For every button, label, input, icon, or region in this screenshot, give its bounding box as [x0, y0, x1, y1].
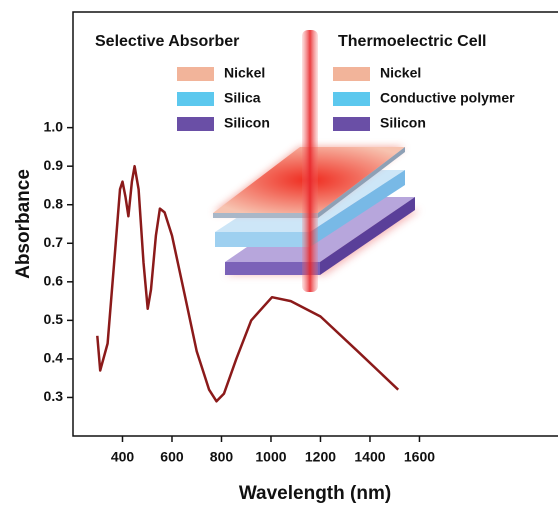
legend-label: Nickel	[380, 65, 421, 81]
legend-swatch	[333, 117, 370, 131]
y-tick-label: 0.5	[44, 311, 64, 327]
y-tick-label: 0.9	[44, 157, 64, 173]
legend-label: Conductive polymer	[380, 90, 515, 106]
legend-swatch	[177, 117, 214, 131]
inset-illustration	[213, 30, 420, 292]
data-line	[96, 164, 400, 403]
y-axis-title: Absorbance	[13, 169, 34, 279]
inset-title: Selective Absorber	[95, 33, 239, 50]
x-tick-label: 800	[210, 449, 234, 465]
inset-title: Thermoelectric Cell	[338, 33, 487, 50]
legend-swatch	[333, 92, 370, 106]
y-tick-label: 1.0	[44, 118, 64, 134]
y-tick-label: 0.6	[44, 273, 64, 289]
x-tick-label: 1400	[354, 449, 385, 465]
x-tick-label: 600	[160, 449, 184, 465]
legend-swatch	[333, 67, 370, 81]
x-tick-label: 1000	[255, 449, 286, 465]
legend-swatch	[177, 92, 214, 106]
y-tick-label: 0.8	[44, 195, 64, 211]
x-tick-label: 1200	[305, 449, 336, 465]
x-axis-title: Wavelength (nm)	[239, 483, 391, 504]
plot-frame	[72, 11, 558, 437]
legend-label: Nickel	[224, 65, 265, 81]
y-tick-label: 0.4	[44, 350, 64, 366]
legend-label: Silicon	[380, 115, 426, 131]
x-tick-label: 1600	[404, 449, 435, 465]
legend-swatch	[177, 67, 214, 81]
x-tick-label: 400	[111, 449, 135, 465]
y-tick-label: 0.3	[44, 388, 64, 404]
y-tick-label: 0.7	[44, 234, 64, 250]
legend-label: Silicon	[224, 115, 270, 131]
legend-label: Silica	[224, 90, 261, 106]
